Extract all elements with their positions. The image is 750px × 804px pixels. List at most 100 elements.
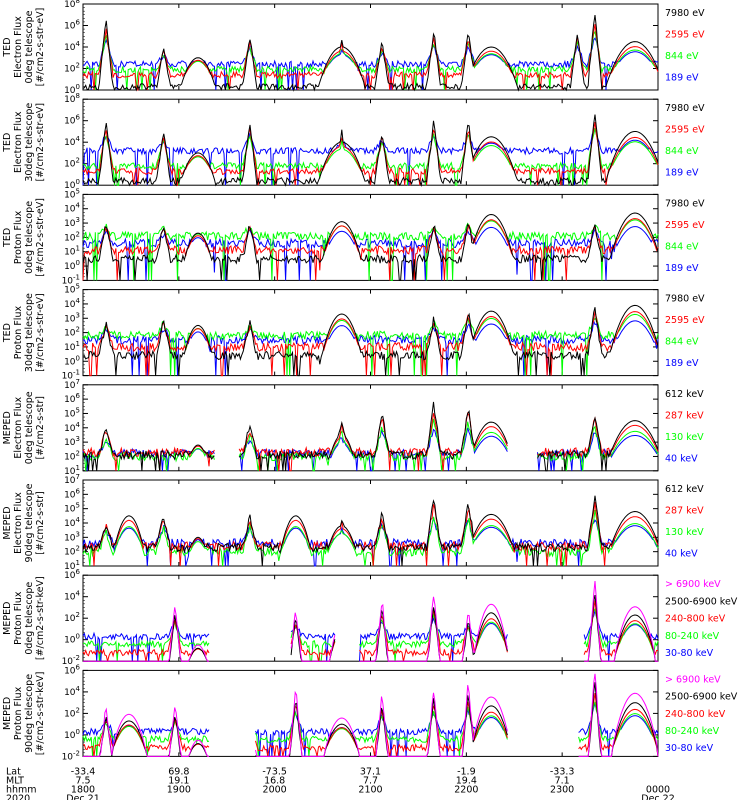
- y-axis-label: TED: [2, 37, 13, 57]
- legend-label: 7980 eV: [665, 294, 705, 305]
- series-line: [83, 673, 659, 757]
- y-axis-label: Electron Flux: [13, 111, 24, 173]
- y-axis-label: MEPED: [2, 506, 13, 539]
- series-line: [83, 581, 658, 662]
- y-axis-label: [#/cm2-s-str]: [35, 396, 46, 459]
- footer-tick-label: 37.1: [360, 767, 381, 778]
- legend-label: 287 keV: [665, 506, 704, 517]
- series-line: [82, 114, 659, 188]
- legend-label: 2595 eV: [665, 315, 705, 326]
- y-tick-label: 100: [64, 354, 80, 367]
- y-tick-label: 104: [64, 40, 80, 53]
- y-tick-label: 100: [64, 633, 80, 646]
- series-line: [82, 501, 659, 567]
- footer-row-label: hhmm: [6, 785, 37, 796]
- legend-label: 40 keV: [665, 453, 698, 464]
- footer-tick-label: 19.1: [168, 776, 189, 787]
- y-tick-label: 10-2: [62, 749, 80, 762]
- series-line: [82, 128, 659, 186]
- footer-tick-label: 7.7: [363, 776, 378, 787]
- y-tick-label: 106: [64, 392, 80, 405]
- y-axis-label: Electron Flux: [13, 16, 24, 78]
- series-line: [82, 509, 659, 567]
- series-line: [82, 418, 659, 472]
- y-axis-label: [#/cm2-s-str-eV]: [35, 8, 46, 87]
- y-axis-label: 90deg telescope: [24, 483, 35, 562]
- series-line: [82, 610, 659, 662]
- y-tick-label: 108: [64, 0, 80, 10]
- series-line: [82, 313, 659, 377]
- y-tick-label: 105: [64, 502, 80, 515]
- series-line: [82, 128, 659, 186]
- footer-tick-label: 2200: [454, 785, 478, 796]
- series-line: [82, 218, 659, 281]
- footer-row-label: MLT: [6, 776, 24, 787]
- y-tick-label: 106: [64, 663, 80, 676]
- y-tick-label: 106: [64, 568, 80, 581]
- y-axis-label: 90deg telescope: [24, 674, 35, 753]
- y-axis-label: 30deg telescope: [24, 293, 35, 372]
- footer-tick-label: 69.8: [168, 767, 189, 778]
- y-tick-label: 102: [64, 449, 80, 462]
- legend-label: 2500-6900 keV: [665, 596, 738, 607]
- y-tick-label: 105: [64, 187, 80, 200]
- panel-2: 100 102 104 106 108 TED Electron Flux 30deg tel…: [2, 92, 705, 191]
- legend-label: 2595 eV: [665, 220, 705, 231]
- y-axis-label: [#/cm2-s-str-eV]: [35, 103, 46, 182]
- y-tick-label: 102: [64, 62, 80, 75]
- legend-label: 80-240 keV: [665, 726, 720, 737]
- series-line: [82, 122, 659, 186]
- footer-tick-label: 2100: [358, 785, 382, 796]
- legend-label: 130 keV: [665, 527, 704, 538]
- footer-tick-label: Dec 22: [641, 794, 675, 800]
- y-tick-label: 104: [64, 135, 80, 148]
- legend-label: 7980 eV: [665, 103, 705, 114]
- y-tick-label: 100: [64, 728, 80, 741]
- footer-tick-label: Dec 21: [66, 794, 100, 800]
- y-tick-label: 102: [64, 611, 80, 624]
- y-tick-label: 102: [64, 545, 80, 558]
- y-tick-label: 101: [64, 464, 80, 477]
- footer-tick-label: 19.4: [456, 776, 477, 787]
- y-axis-label: Proton Flux: [13, 591, 24, 645]
- series-line: [82, 600, 659, 662]
- footer-tick-label: -33.4: [71, 767, 96, 778]
- series-line: [82, 212, 659, 281]
- footer-row-label: 2020: [6, 794, 30, 800]
- series-line: [82, 411, 659, 472]
- y-axis-label: MEPED: [2, 411, 13, 444]
- y-axis-label: 0deg telescope: [24, 391, 35, 464]
- y-axis-label: TED: [2, 228, 13, 248]
- legend-label: 844 eV: [665, 51, 699, 62]
- y-tick-label: 105: [64, 406, 80, 419]
- legend-label: > 6900 keV: [665, 579, 721, 590]
- legend-label: 287 keV: [665, 410, 704, 421]
- series-line: [82, 304, 659, 377]
- legend-label: 240-800 keV: [665, 614, 726, 625]
- legend-label: 30-80 keV: [665, 743, 714, 754]
- y-tick-label: 103: [64, 216, 80, 229]
- legend-label: 189 eV: [665, 168, 699, 179]
- legend-label: 130 keV: [665, 432, 704, 443]
- footer-tick-label: 1900: [167, 785, 191, 796]
- y-tick-label: 100: [64, 83, 80, 96]
- y-tick-label: 106: [64, 19, 80, 32]
- footer-row-label: Lat: [6, 767, 21, 778]
- legend-label: 2595 eV: [665, 30, 705, 41]
- legend-label: 189 eV: [665, 263, 699, 274]
- series-line: [82, 37, 659, 91]
- plot-frame: [82, 574, 659, 662]
- footer-tick-label: -1.9: [457, 767, 476, 778]
- legend-label: 844 eV: [665, 146, 699, 157]
- y-axis-label: MEPED: [2, 602, 13, 635]
- y-tick-label: 10-1: [62, 369, 80, 382]
- footer-tick-label: 2000: [263, 785, 287, 796]
- legend-label: 612 keV: [665, 389, 704, 400]
- y-tick-label: 100: [64, 178, 80, 191]
